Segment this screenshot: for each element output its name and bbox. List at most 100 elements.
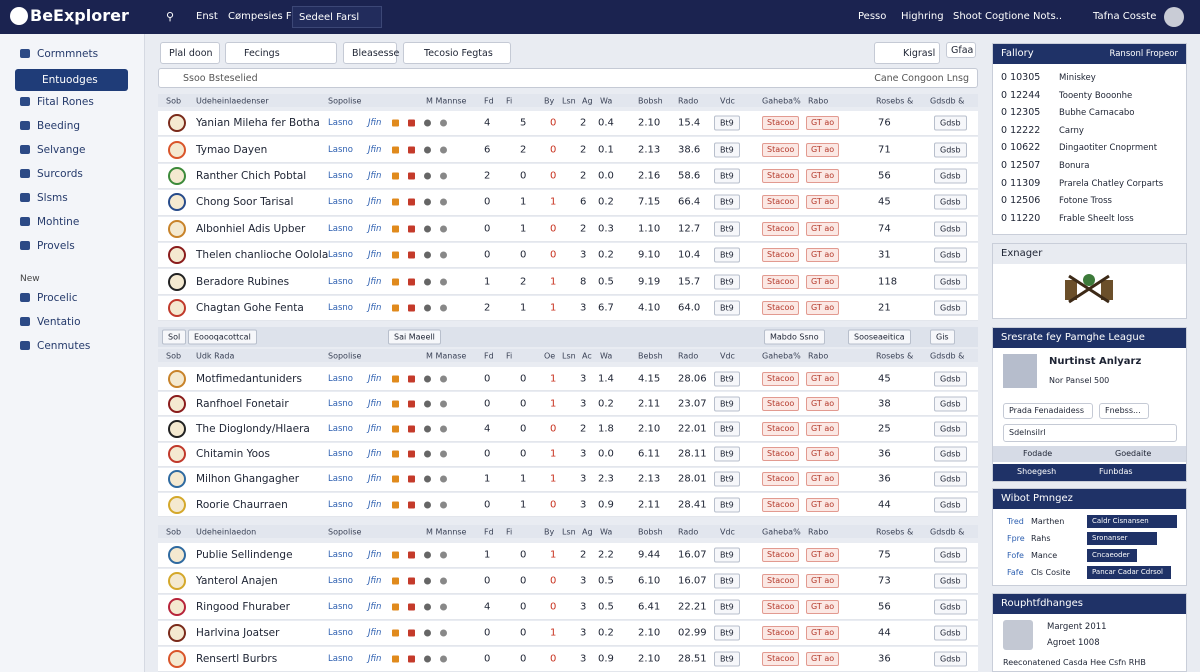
pill[interactable]: Stacoo [762, 371, 800, 386]
sidebar-item[interactable]: Procelic [20, 292, 78, 304]
cell-button[interactable]: Bt9 [714, 446, 740, 462]
toolbar-button[interactable]: Plal doon [160, 42, 220, 64]
team-name[interactable]: Albonhiel Adis Upber [196, 222, 306, 235]
list-text[interactable]: Miniskey [1059, 73, 1096, 83]
pill[interactable]: GT ao [806, 497, 840, 512]
column-header[interactable]: Ac [582, 351, 592, 360]
action-button[interactable]: Gdsb [934, 446, 967, 462]
cell-button[interactable]: Bt9 [714, 599, 740, 615]
link[interactable]: Lasno [328, 250, 353, 261]
pill[interactable]: Stacoo [762, 472, 800, 487]
column-header[interactable]: By [544, 96, 555, 105]
column-header[interactable]: Rado [678, 351, 699, 360]
action-button[interactable]: Gdsb [934, 247, 967, 263]
column-header[interactable]: Lsn [562, 527, 576, 536]
team-name[interactable]: Chagtan Gohe Fenta [196, 301, 304, 314]
link[interactable]: Lasno [328, 223, 353, 234]
pill[interactable]: GT ao [806, 626, 840, 640]
link[interactable]: Lasno [328, 302, 353, 313]
separator-chip[interactable]: Sol [162, 329, 187, 345]
search-box[interactable]: Sedeel Farsl [292, 6, 382, 28]
list-text[interactable]: Fotone Tross [1059, 196, 1112, 207]
separator-chip[interactable]: Sai Maeell [388, 329, 441, 345]
nav-item[interactable]: Highring [901, 11, 944, 22]
column-header[interactable]: Fd [484, 351, 494, 360]
column-header[interactable]: Wa [600, 527, 613, 536]
pill[interactable]: Stacoo [762, 447, 800, 462]
pill[interactable]: GT ao [806, 447, 840, 462]
pill[interactable]: Stacoo [762, 300, 800, 315]
nav-item[interactable]: Cømpesies Fsa [228, 11, 303, 22]
cell-button[interactable]: Bt9 [714, 142, 740, 158]
cell-button[interactable]: Bt9 [714, 371, 740, 387]
nav-item[interactable]: Pesso [858, 11, 887, 22]
column-header[interactable]: Lsn [562, 351, 576, 360]
team-name[interactable]: Yanterol Anajen [196, 575, 278, 587]
action-button[interactable]: Gdsb [934, 625, 967, 641]
list-text[interactable]: Dingaotiter Cnoprment [1059, 143, 1158, 154]
link[interactable]: Lasno [328, 144, 353, 155]
pill[interactable]: GT ao [806, 116, 840, 131]
cell-button[interactable]: Bt9 [714, 396, 740, 412]
team-name[interactable]: Publie Sellindenge [196, 549, 293, 561]
column-header[interactable]: Bebsh [638, 351, 663, 360]
link[interactable]: Lasno [328, 576, 353, 586]
footer-item[interactable]: Funbdas [1099, 467, 1133, 476]
cell-button[interactable]: Bt9 [714, 300, 740, 316]
team-name[interactable]: Chitamin Yoos [196, 448, 270, 461]
team-name[interactable]: Milhon Ghangagher [196, 473, 300, 486]
column-header[interactable]: Rosebs & [876, 351, 914, 360]
column-header[interactable]: Gdsdb & [930, 527, 965, 536]
list-text[interactable]: Prarela Chatley Corparts [1059, 178, 1164, 189]
column-header[interactable]: M Manase [426, 351, 467, 360]
action-button[interactable]: Gdsb [934, 396, 967, 412]
pill[interactable]: GT ao [806, 168, 840, 183]
cell-button[interactable]: Bt9 [714, 274, 740, 290]
cell-button[interactable]: Bt9 [714, 247, 740, 263]
column-header[interactable]: By [544, 527, 555, 536]
pill[interactable]: Stacoo [762, 396, 800, 411]
cell-button[interactable]: Bt9 [714, 421, 740, 437]
cell-button[interactable]: Bt9 [714, 221, 740, 237]
column-header[interactable]: Rado [678, 527, 699, 536]
link[interactable]: Lasno [328, 474, 353, 485]
pill[interactable]: Stacoo [762, 652, 800, 666]
cell-button[interactable]: Bt9 [714, 168, 740, 184]
link[interactable]: Lasno [328, 197, 353, 208]
column-header[interactable]: Vdc [720, 96, 735, 105]
list-text[interactable]: Tooenty Booonhe [1059, 90, 1133, 101]
pill[interactable]: Stacoo [762, 221, 800, 236]
pill[interactable]: GT ao [806, 300, 840, 315]
team-name[interactable]: Ranther Chich Pobtal [196, 169, 307, 182]
cell-button[interactable]: Bt9 [714, 625, 740, 641]
action-button[interactable]: Gdsb [934, 274, 967, 290]
cell-button[interactable]: Bt9 [714, 471, 740, 487]
form-field[interactable]: Sronanser [1087, 532, 1157, 545]
pill[interactable]: Stacoo [762, 626, 800, 640]
team-name[interactable]: Yanian Mileha fer Botha [196, 117, 320, 130]
action-button[interactable]: Gdsb [934, 300, 967, 316]
sidebar-item[interactable]: Mohtine [20, 216, 79, 228]
action-button[interactable]: Gdsb [934, 599, 967, 615]
form-field[interactable]: Caldr Cisnansen [1087, 515, 1177, 528]
toolbar-button[interactable]: Kigrasl [874, 42, 940, 64]
column-header[interactable]: Sob [166, 96, 182, 105]
team-name[interactable]: Ringood Fhuraber [196, 601, 290, 613]
link[interactable]: Lasno [328, 654, 353, 664]
column-header[interactable]: Sob [166, 351, 182, 360]
column-header[interactable]: Rado [678, 96, 699, 105]
column-header[interactable]: Vdc [720, 351, 735, 360]
column-header[interactable]: Wa [600, 351, 613, 360]
sort-select[interactable]: Cane Congoon Lnsg [874, 73, 969, 84]
team-name[interactable]: Harlvina Joatser [196, 627, 280, 639]
pill[interactable]: Stacoo [762, 195, 800, 210]
link[interactable]: Lasno [328, 499, 353, 510]
column-header[interactable]: Rosebs & [876, 96, 914, 105]
nav-item[interactable]: Enst [196, 11, 218, 22]
team-name[interactable]: Tymao Dayen [196, 143, 268, 156]
footer-item[interactable]: Shoegesh [1017, 467, 1057, 476]
column-header[interactable]: Gaheba% [762, 351, 801, 360]
action-button[interactable]: Gdsb [934, 471, 967, 487]
column-header[interactable]: Oe [544, 351, 556, 360]
column-header[interactable]: Rabo [808, 351, 829, 360]
